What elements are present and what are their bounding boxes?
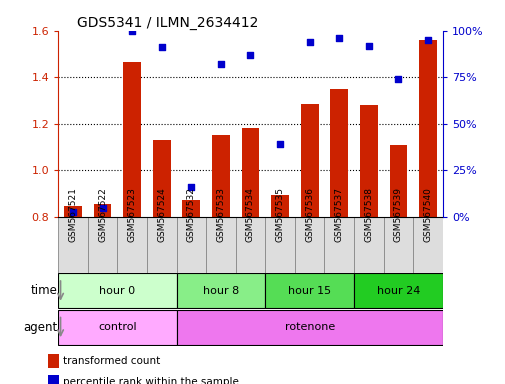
Bar bbox=[271, 195, 288, 217]
FancyBboxPatch shape bbox=[354, 273, 442, 308]
Point bbox=[364, 43, 372, 49]
Text: GSM567537: GSM567537 bbox=[334, 187, 343, 242]
Point bbox=[217, 61, 225, 67]
Point bbox=[187, 184, 195, 190]
FancyBboxPatch shape bbox=[294, 217, 324, 273]
FancyBboxPatch shape bbox=[265, 273, 354, 308]
Bar bbox=[153, 140, 170, 217]
FancyBboxPatch shape bbox=[58, 273, 176, 308]
Bar bbox=[241, 129, 259, 217]
Point bbox=[393, 76, 401, 82]
Bar bbox=[123, 62, 141, 217]
Point bbox=[158, 45, 166, 51]
Bar bbox=[48, 354, 59, 368]
Text: transformed count: transformed count bbox=[63, 356, 160, 366]
FancyBboxPatch shape bbox=[176, 217, 206, 273]
Text: rotenone: rotenone bbox=[284, 322, 334, 333]
Text: GSM567534: GSM567534 bbox=[245, 187, 255, 242]
Point bbox=[334, 35, 342, 41]
Text: GDS5341 / ILMN_2634412: GDS5341 / ILMN_2634412 bbox=[77, 16, 258, 30]
Text: GSM567523: GSM567523 bbox=[127, 187, 136, 242]
Text: GSM567524: GSM567524 bbox=[157, 187, 166, 242]
Text: percentile rank within the sample: percentile rank within the sample bbox=[63, 377, 239, 384]
Text: hour 0: hour 0 bbox=[99, 286, 135, 296]
FancyBboxPatch shape bbox=[58, 310, 176, 345]
FancyBboxPatch shape bbox=[117, 217, 146, 273]
Bar bbox=[389, 145, 407, 217]
FancyBboxPatch shape bbox=[324, 217, 353, 273]
FancyBboxPatch shape bbox=[206, 217, 235, 273]
Text: GSM567539: GSM567539 bbox=[393, 187, 402, 242]
FancyBboxPatch shape bbox=[265, 217, 294, 273]
FancyBboxPatch shape bbox=[87, 217, 117, 273]
Bar bbox=[300, 104, 318, 217]
FancyBboxPatch shape bbox=[235, 217, 265, 273]
Bar bbox=[330, 89, 347, 217]
Text: GSM567536: GSM567536 bbox=[305, 187, 314, 242]
FancyBboxPatch shape bbox=[58, 217, 87, 273]
Point bbox=[98, 205, 107, 211]
Point bbox=[69, 209, 77, 215]
Text: GSM567540: GSM567540 bbox=[423, 187, 432, 242]
Text: GSM567535: GSM567535 bbox=[275, 187, 284, 242]
Text: hour 8: hour 8 bbox=[203, 286, 238, 296]
FancyBboxPatch shape bbox=[354, 217, 383, 273]
Text: GSM567538: GSM567538 bbox=[364, 187, 373, 242]
Bar bbox=[212, 136, 229, 217]
Bar bbox=[93, 204, 111, 217]
Point bbox=[246, 52, 254, 58]
Text: GSM567522: GSM567522 bbox=[98, 187, 107, 242]
Text: time: time bbox=[31, 285, 58, 297]
FancyBboxPatch shape bbox=[176, 273, 265, 308]
Text: hour 15: hour 15 bbox=[287, 286, 331, 296]
FancyBboxPatch shape bbox=[383, 217, 413, 273]
Bar bbox=[182, 200, 200, 217]
Point bbox=[275, 141, 283, 147]
Point bbox=[305, 39, 313, 45]
Text: hour 24: hour 24 bbox=[376, 286, 419, 296]
Text: GSM567533: GSM567533 bbox=[216, 187, 225, 242]
Bar bbox=[359, 105, 377, 217]
FancyBboxPatch shape bbox=[146, 217, 176, 273]
Point bbox=[423, 37, 431, 43]
Text: agent: agent bbox=[23, 321, 58, 334]
Bar bbox=[64, 207, 82, 217]
FancyBboxPatch shape bbox=[176, 310, 442, 345]
FancyBboxPatch shape bbox=[413, 217, 442, 273]
Bar bbox=[48, 375, 59, 384]
Text: control: control bbox=[98, 322, 136, 333]
Text: GSM567532: GSM567532 bbox=[186, 187, 195, 242]
Text: GSM567521: GSM567521 bbox=[68, 187, 77, 242]
Bar bbox=[418, 40, 436, 217]
Point bbox=[128, 28, 136, 34]
